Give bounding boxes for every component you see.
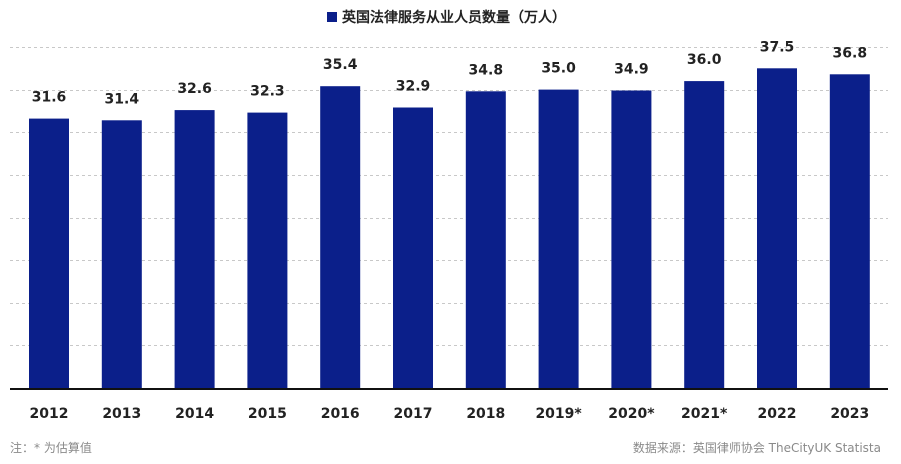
data-source: 数据来源：英国律师协会 TheCityUK Statista	[632, 441, 881, 455]
value-label: 34.9	[614, 62, 649, 78]
bar-2021-est	[684, 81, 725, 388]
bar-2023	[829, 74, 870, 389]
value-label: 35.0	[541, 61, 576, 77]
bar-2016	[320, 86, 361, 388]
bar-2020-est	[611, 90, 652, 388]
bar-2014	[174, 110, 215, 388]
x-tick-label: 2013	[102, 406, 141, 422]
x-tick-label: 2015	[248, 406, 287, 422]
bar-2018	[465, 91, 506, 389]
bars	[29, 68, 870, 389]
value-label: 31.4	[105, 91, 140, 107]
value-labels: 31.6 31.4 32.6 32.3 35.4 32.9 34.8 35.0 34.9 36.0…	[32, 39, 867, 107]
x-axis-tick-labels: 2012 2013 2014 2015 2016 2017 2018 2019* 2020* 20…	[30, 406, 870, 422]
legend-swatch	[327, 12, 337, 22]
bar-2019-est	[538, 89, 579, 388]
value-label: 32.9	[396, 79, 431, 95]
x-tick-label: 2022	[758, 406, 797, 422]
footnote: 注：* 为估算值	[10, 441, 92, 455]
bar-2013	[101, 120, 142, 389]
x-tick-label: 2017	[394, 406, 433, 422]
value-label: 36.0	[687, 52, 722, 68]
gridlines	[10, 47, 888, 346]
x-tick-label: 2016	[321, 406, 360, 422]
value-label: 31.6	[32, 90, 67, 106]
value-label: 35.4	[323, 57, 358, 73]
value-label: 37.5	[760, 39, 795, 55]
value-label: 34.8	[469, 62, 504, 78]
x-tick-label: 2020*	[608, 406, 655, 422]
value-label: 32.6	[177, 81, 212, 97]
bar-2017	[393, 107, 433, 388]
x-tick-label: 2023	[830, 406, 869, 422]
value-label: 36.8	[833, 45, 868, 61]
x-tick-label: 2018	[466, 406, 505, 422]
value-label: 32.3	[250, 84, 285, 100]
chart-legend: 英国法律服务从业人员数量（万人）	[327, 9, 566, 26]
x-tick-label: 2014	[175, 406, 214, 422]
bar-2012	[29, 118, 69, 388]
x-tick-label: 2021*	[681, 406, 728, 422]
x-tick-label: 2019*	[535, 406, 582, 422]
bar-2015	[247, 112, 288, 388]
x-tick-label: 2012	[30, 406, 69, 422]
legend-label: 英国法律服务从业人员数量（万人）	[341, 9, 566, 26]
bar-2022	[757, 68, 797, 389]
